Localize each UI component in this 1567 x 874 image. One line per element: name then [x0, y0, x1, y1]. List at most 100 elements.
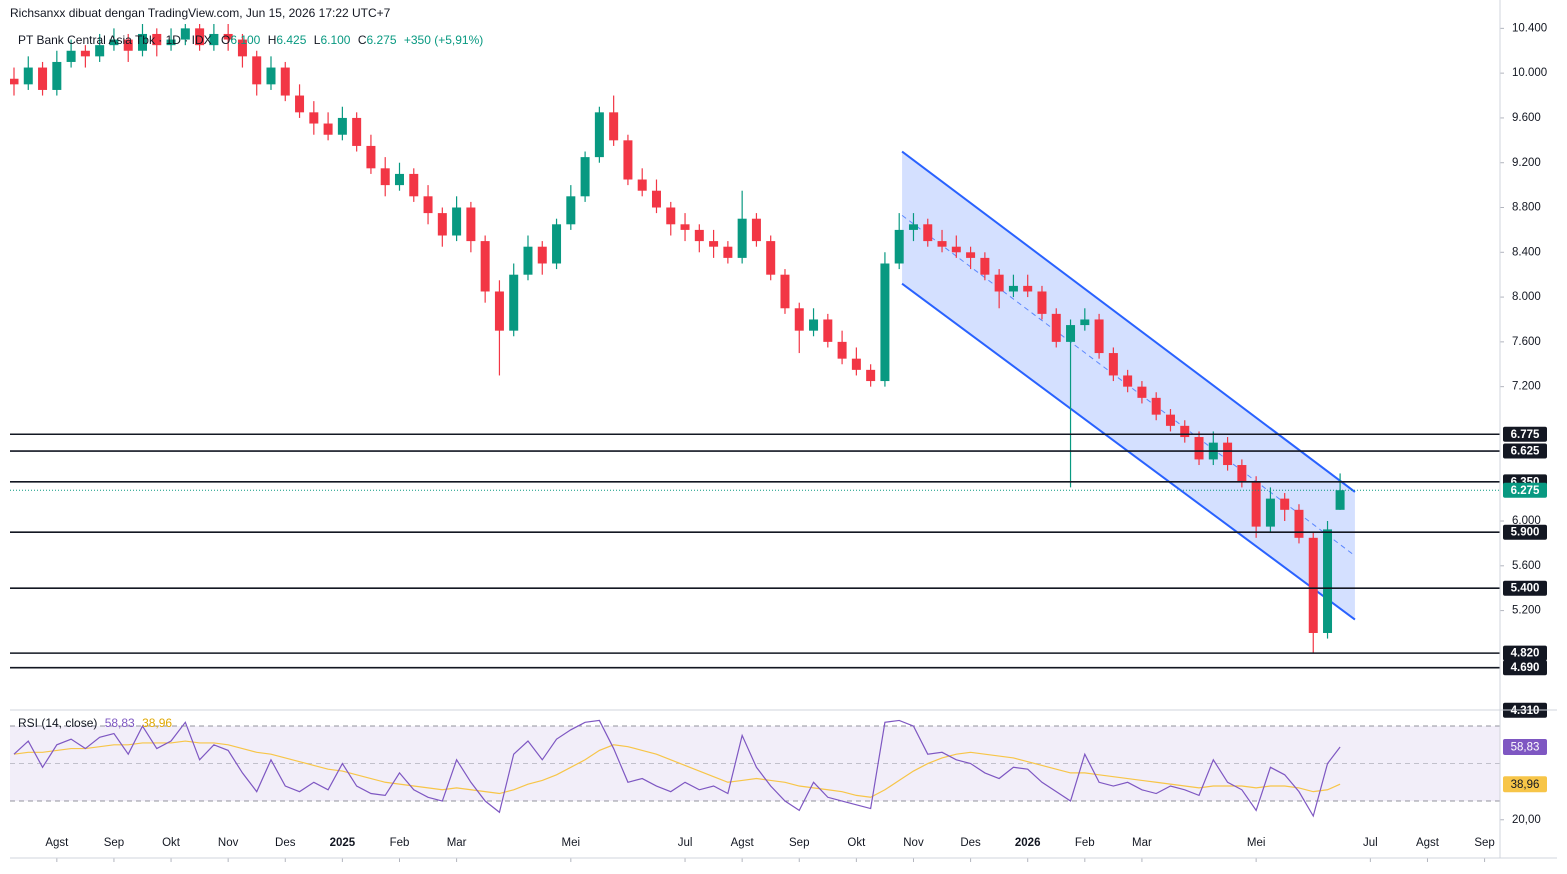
rsi-value-label: 58,83 — [1511, 742, 1540, 754]
ohlc-value: 6.275 — [366, 33, 396, 47]
candle-body — [851, 358, 861, 370]
candle-body — [452, 207, 462, 236]
y-tick-label: 6.000 — [1512, 515, 1541, 527]
header: Richsanxx dibuat dengan TradingView.com,… — [10, 6, 391, 20]
y-tick-label: 7.600 — [1512, 336, 1541, 348]
y-tick-label: 9.600 — [1512, 112, 1541, 124]
x-tick-label: Nov — [903, 837, 924, 849]
channel-upper — [901, 150, 1356, 493]
legend: PT Bank Central Asia Tbk · 1D · IDX O6.1… — [18, 33, 483, 47]
candle-body — [1165, 414, 1175, 426]
candle-body — [1008, 285, 1018, 292]
rsi-pane — [10, 719, 1500, 818]
level-label-box — [1503, 660, 1547, 676]
ohlc-key: O — [221, 33, 230, 47]
x-tick-label: Mei — [562, 837, 581, 849]
ohlc-value: 6.100 — [230, 33, 260, 47]
x-tick-label: Agst — [45, 837, 69, 849]
candle-body — [951, 246, 961, 253]
candle-body — [180, 28, 190, 40]
candle-body — [709, 241, 719, 247]
candle-body — [137, 33, 147, 51]
candle-body — [794, 308, 804, 331]
ohlc-key: L — [314, 33, 321, 47]
rsi-value-box — [1503, 738, 1547, 755]
last-price-box — [1503, 482, 1547, 498]
x-tick-label: Jul — [1363, 837, 1378, 849]
candle-body — [809, 319, 819, 331]
price-pane — [10, 24, 1500, 669]
candle-body — [894, 229, 904, 264]
y-tick-label: 8.400 — [1512, 246, 1541, 258]
candle-body — [780, 274, 790, 309]
candle-body — [1265, 498, 1275, 527]
candle-body — [280, 67, 290, 96]
x-tick-label: Jul — [678, 837, 693, 849]
rsi-ma-line — [13, 740, 1341, 798]
y-tick-label: 7.200 — [1512, 381, 1541, 393]
candle-body — [466, 207, 476, 242]
candle-body — [1294, 509, 1304, 538]
candle-body — [209, 33, 219, 46]
level-label: 6.625 — [1511, 446, 1540, 458]
x-tick-label: Sep — [104, 837, 124, 849]
candle-body — [352, 117, 362, 146]
candle-body — [1123, 375, 1133, 387]
candle-body — [109, 39, 119, 46]
candle-body — [1051, 313, 1061, 342]
candle-body — [337, 117, 347, 135]
level-label: 6.775 — [1511, 429, 1540, 441]
candle-body — [423, 196, 433, 214]
candle-body — [651, 190, 661, 208]
x-tick-label: Feb — [390, 837, 410, 849]
overlay: Agst Sep Okt Nov Des 2025 Feb Mar Mei Jul Agst Sep O… — [45, 22, 1547, 862]
level-label-box — [1503, 443, 1547, 459]
candle-body — [1094, 319, 1104, 354]
candle-body — [994, 274, 1004, 292]
candle-body — [1323, 529, 1333, 633]
x-tick-label: 2026 — [1015, 837, 1041, 849]
candle-body — [1080, 319, 1090, 326]
x-tick-label: Agst — [1416, 837, 1440, 849]
candle-body — [666, 207, 676, 225]
candle-body — [980, 257, 990, 275]
candle-body — [152, 33, 162, 46]
candle-body — [252, 56, 262, 85]
candle-body — [123, 39, 133, 51]
candle-body — [509, 274, 519, 331]
change: +350 (+5,91%) — [404, 33, 483, 47]
candle-body — [837, 341, 847, 359]
candle-body — [1151, 397, 1161, 415]
candle-body — [723, 246, 733, 258]
x-tick-label: Des — [960, 837, 981, 849]
level-label: 4.820 — [1511, 648, 1540, 660]
y-tick-label: 9.200 — [1512, 157, 1541, 169]
candle-body — [66, 50, 76, 62]
candle-body — [223, 33, 233, 40]
candle-body — [680, 224, 690, 230]
candle-body — [623, 140, 633, 180]
candle-body — [566, 196, 576, 225]
x-tick-label: Sep — [1474, 837, 1494, 849]
rsi-tick-label: 20,00 — [1512, 814, 1541, 826]
candle-body — [966, 252, 976, 258]
candle-body — [908, 224, 918, 230]
candle-body — [923, 224, 933, 242]
candle-body — [237, 39, 247, 57]
level-label-box — [1503, 426, 1547, 442]
candle-body — [1223, 442, 1233, 466]
last-price-label: 6.275 — [1511, 485, 1540, 497]
ohlc-key: C — [358, 33, 367, 47]
candle-body — [266, 67, 276, 85]
candle-body — [380, 168, 390, 186]
candle-body — [1180, 425, 1190, 438]
candle-body — [766, 241, 776, 275]
y-tick-label: 10.400 — [1512, 22, 1547, 34]
candle-body — [594, 112, 604, 158]
level-label-box — [1503, 645, 1547, 661]
ohlc-key: H — [268, 33, 277, 47]
candle-body — [552, 224, 562, 264]
x-tick-label: Nov — [218, 837, 239, 849]
